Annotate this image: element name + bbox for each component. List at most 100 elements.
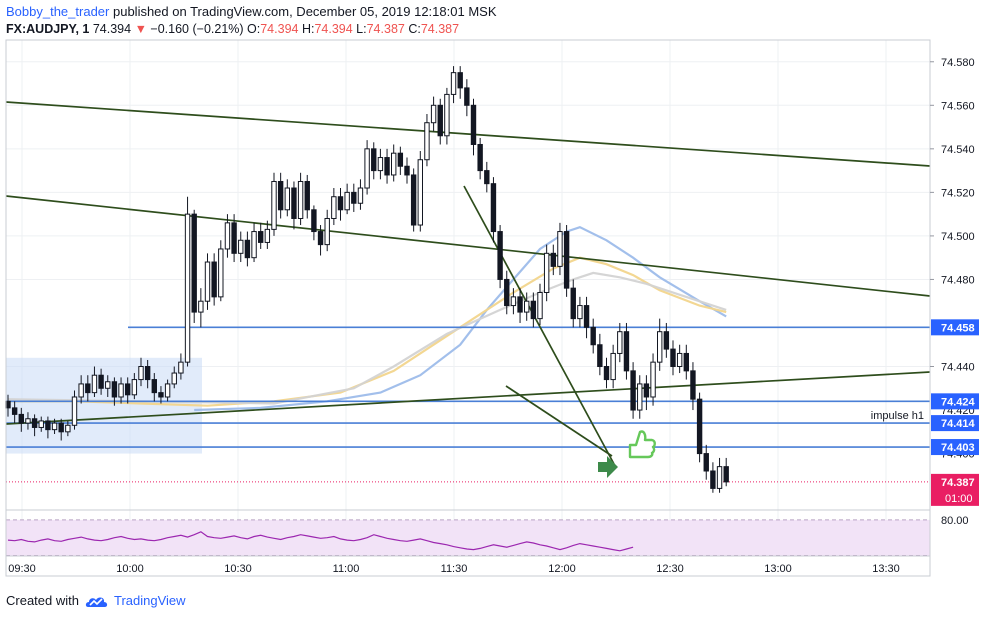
candle-body — [11, 407, 18, 415]
candle-body — [344, 191, 350, 211]
candle — [284, 179, 291, 217]
candle — [663, 322, 670, 358]
candle-body — [25, 418, 31, 424]
price-change: −0.160 (−0.21%) — [150, 22, 244, 36]
candle-body — [91, 374, 98, 394]
candle-body — [337, 196, 344, 211]
candle — [297, 172, 304, 226]
candle-body — [291, 187, 297, 219]
candle-body — [603, 366, 610, 381]
candle-body — [111, 381, 118, 398]
candle — [118, 377, 124, 404]
candle-body — [311, 209, 317, 233]
symbol-name[interactable]: FX:AUDJPY, 1 — [6, 22, 90, 36]
trend-line-1[interactable] — [5, 195, 931, 297]
candle-body — [51, 422, 58, 431]
candle-body — [450, 72, 457, 95]
y-tick-label: 74.540 — [941, 144, 975, 156]
level-price-label: 74.403 — [931, 439, 979, 456]
high-value: 74.394 — [314, 22, 353, 36]
candle — [530, 292, 537, 328]
candle — [351, 183, 357, 212]
candle-body — [371, 148, 377, 172]
candle — [391, 144, 397, 182]
thumbs-up-icon — [628, 430, 656, 459]
author-link[interactable]: Bobby_the_trader — [6, 4, 110, 19]
candle — [31, 414, 38, 437]
trend-line-3[interactable] — [463, 185, 615, 465]
candle-body — [444, 93, 450, 137]
tradingview-link[interactable]: TradingView — [114, 593, 186, 608]
last-price-bg — [931, 473, 979, 506]
candle — [524, 292, 530, 321]
candle-body — [723, 466, 729, 483]
candle-body — [437, 104, 443, 137]
trend-line-2[interactable] — [5, 371, 931, 425]
level-label-text: 74.414 — [941, 418, 976, 430]
candle — [337, 188, 344, 221]
trend-line-0[interactable] — [5, 101, 931, 167]
trend-lines[interactable] — [5, 101, 931, 465]
candle — [497, 225, 503, 289]
candle — [424, 114, 430, 167]
candle-body — [384, 157, 390, 176]
footer: Created with TradingView — [6, 593, 186, 608]
candle — [71, 390, 78, 430]
candle-body — [630, 370, 636, 411]
close-value: 74.387 — [420, 22, 460, 36]
candle-body — [537, 292, 543, 320]
candle — [344, 183, 350, 215]
candles — [5, 66, 729, 493]
candle-body — [417, 159, 424, 226]
candle — [710, 462, 716, 493]
candle-body — [271, 180, 277, 230]
candle-body — [590, 326, 596, 346]
candle-body — [178, 361, 184, 374]
candle-body — [244, 239, 251, 259]
candle-body — [643, 383, 650, 398]
horizontal-levels[interactable]: impulse h1 — [6, 326, 930, 483]
candle — [125, 377, 131, 404]
candle — [464, 79, 470, 117]
candle-body — [690, 370, 696, 400]
arrow-right-icon — [598, 456, 618, 478]
candle — [171, 366, 177, 389]
candle — [324, 209, 330, 252]
candle-body — [696, 398, 703, 455]
level-price-label: 74.424 — [931, 393, 979, 410]
candle-body — [191, 213, 197, 313]
candle-body — [277, 180, 284, 211]
candle — [105, 375, 111, 397]
candle-body — [617, 331, 623, 354]
candle-body — [670, 348, 676, 368]
candle-body — [45, 420, 51, 431]
candle-body — [650, 361, 656, 398]
candle-body — [683, 352, 689, 372]
candle — [45, 416, 51, 439]
candle — [610, 344, 616, 389]
candle-body — [391, 152, 397, 176]
candle — [550, 244, 556, 276]
candle — [317, 225, 324, 256]
candle-body — [171, 372, 177, 385]
candle — [191, 209, 197, 323]
level-label-text: 74.424 — [941, 396, 976, 408]
trend-line-4[interactable] — [505, 385, 613, 457]
candle — [690, 362, 696, 411]
candle-body — [497, 231, 503, 280]
candle — [670, 340, 676, 376]
x-tick-label: 13:30 — [872, 563, 900, 575]
candle-body — [85, 383, 91, 394]
candle-body — [224, 222, 231, 250]
candle — [218, 240, 224, 302]
candle — [11, 401, 18, 424]
candle — [258, 222, 264, 249]
candle — [224, 214, 231, 258]
tradingview-cloud-icon — [85, 597, 107, 607]
candle-body — [198, 300, 204, 313]
candle — [85, 375, 91, 402]
rsi-tick-label: 80.00 — [941, 515, 969, 527]
level-note: impulse h1 — [871, 410, 924, 422]
x-tick-label: 10:30 — [224, 563, 252, 575]
